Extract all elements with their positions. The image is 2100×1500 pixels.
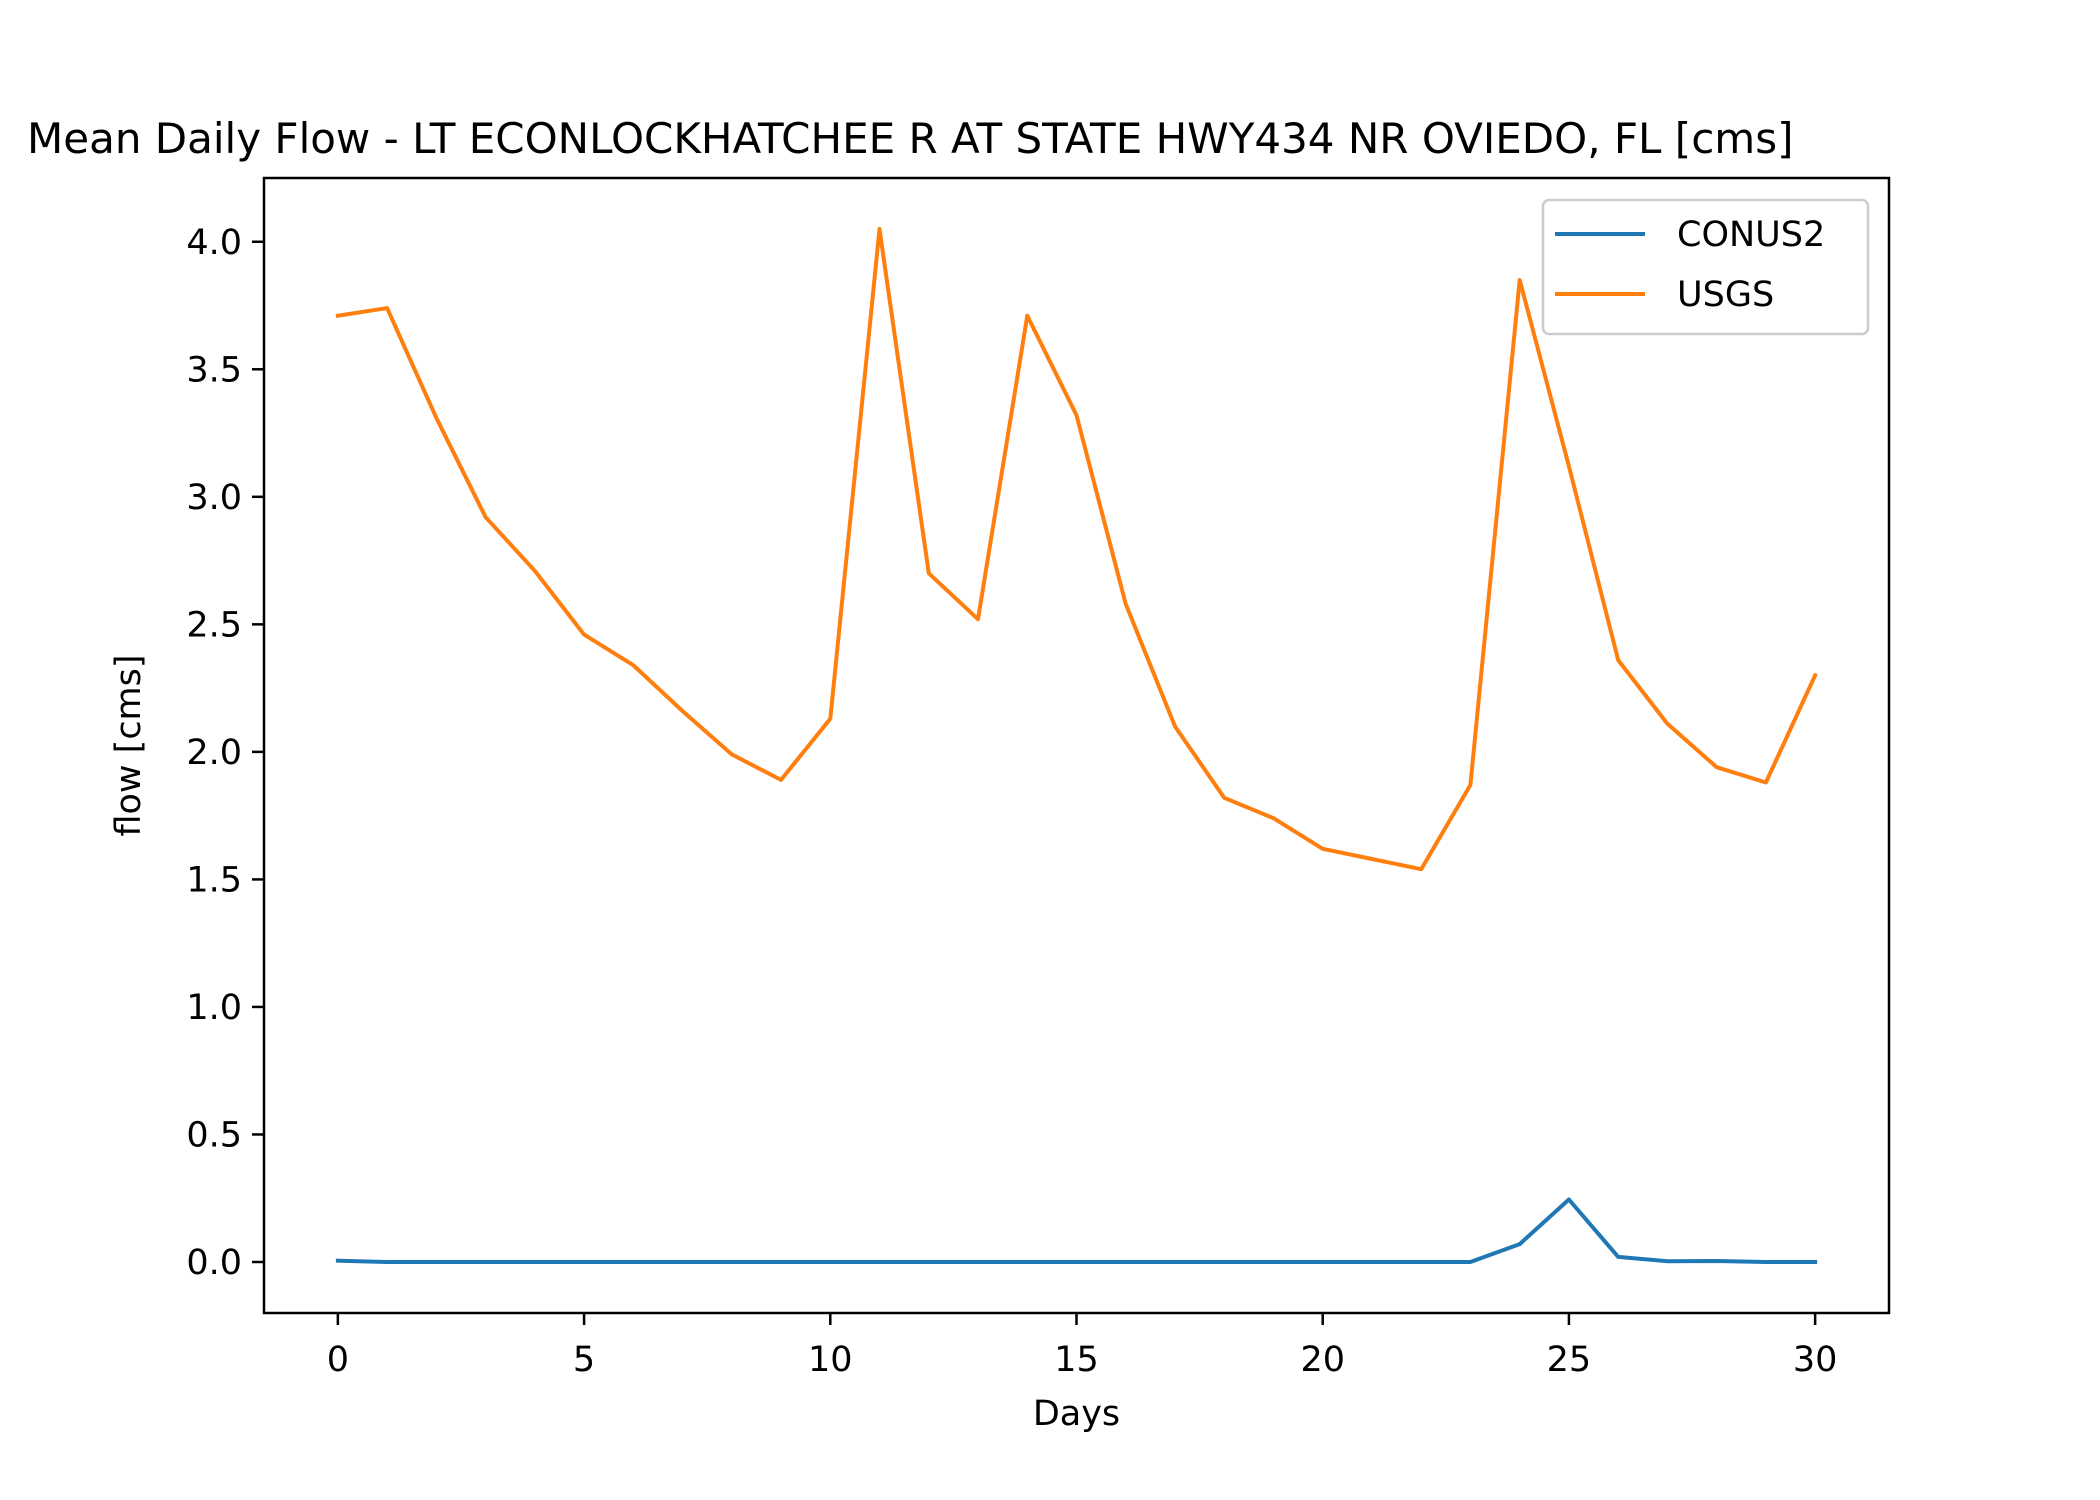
chart-title: Mean Daily Flow - LT ECONLOCKHATCHEE R A… bbox=[27, 114, 1793, 163]
legend-label-conus2: CONUS2 bbox=[1677, 215, 1825, 255]
y-tick-label: 3.0 bbox=[186, 478, 242, 518]
legend: CONUS2 USGS bbox=[1541, 198, 1870, 336]
x-axis: 0 5 10 15 20 25 30 bbox=[327, 1313, 1838, 1380]
y-tick-label: 3.5 bbox=[186, 350, 242, 390]
x-tick-label: 15 bbox=[1054, 1340, 1099, 1380]
series-line-conus2 bbox=[335, 1197, 1818, 1264]
x-tick-label: 0 bbox=[327, 1340, 349, 1380]
series-lines bbox=[335, 227, 1818, 1264]
x-tick-label: 30 bbox=[1793, 1340, 1838, 1380]
y-tick-label: 0.0 bbox=[186, 1243, 242, 1283]
x-tick-label: 10 bbox=[808, 1340, 853, 1380]
x-tick-label: 5 bbox=[573, 1340, 595, 1380]
y-tick-label: 1.5 bbox=[186, 860, 242, 900]
y-tick-label: 2.0 bbox=[186, 733, 242, 773]
y-tick-label: 1.0 bbox=[186, 988, 242, 1028]
y-axis-label: flow [cms] bbox=[109, 654, 149, 836]
legend-label-usgs: USGS bbox=[1677, 275, 1774, 315]
y-axis: 0.0 0.5 1.0 1.5 2.0 2.5 3.0 3.5 4.0 bbox=[186, 223, 264, 1283]
x-axis-label: Days bbox=[1033, 1394, 1120, 1434]
series-line-usgs bbox=[335, 227, 1818, 872]
y-tick-label: 0.5 bbox=[186, 1115, 242, 1155]
x-tick-label: 20 bbox=[1300, 1340, 1345, 1380]
y-tick-label: 4.0 bbox=[186, 223, 242, 263]
x-tick-label: 25 bbox=[1547, 1340, 1592, 1380]
y-tick-label: 2.5 bbox=[186, 605, 242, 645]
plot-area bbox=[262, 176, 1891, 1315]
